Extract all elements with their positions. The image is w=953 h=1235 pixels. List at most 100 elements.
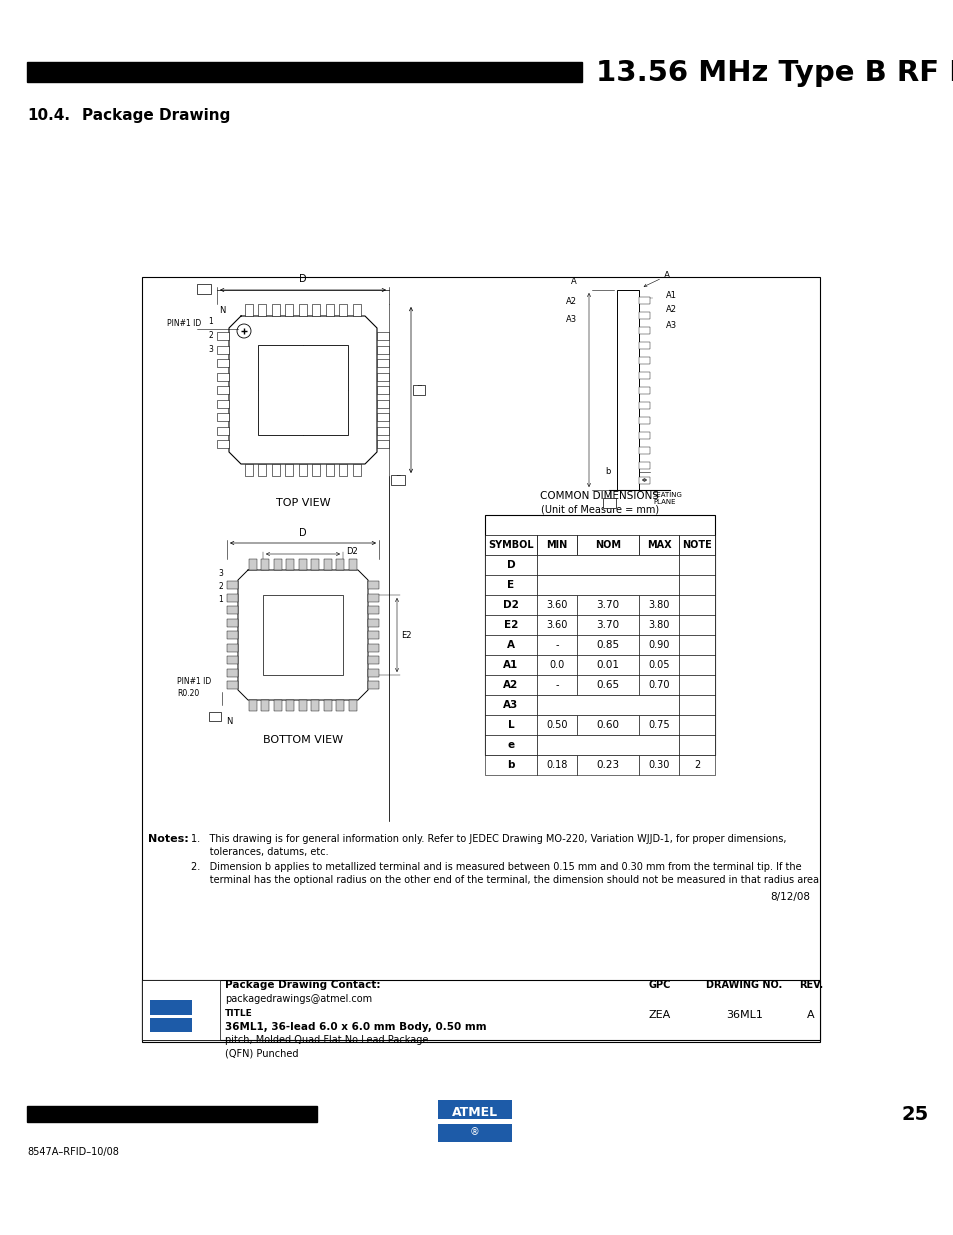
Bar: [617, 290, 639, 490]
Bar: [376, 387, 389, 394]
Bar: [679, 555, 714, 576]
Bar: [227, 619, 237, 626]
Bar: [336, 559, 344, 571]
Bar: [639, 735, 679, 755]
Text: 8/12/08: 8/12/08: [769, 892, 809, 902]
Text: 3.80: 3.80: [648, 600, 669, 610]
Bar: [376, 373, 389, 380]
Text: 6.00 BSC: 6.00 BSC: [584, 559, 631, 571]
Bar: [577, 595, 639, 615]
Text: b: b: [507, 760, 515, 769]
Bar: [484, 715, 537, 735]
Bar: [639, 555, 679, 576]
Bar: [537, 695, 679, 715]
Text: A3: A3: [665, 321, 677, 330]
Bar: [577, 576, 639, 595]
Text: 0.65: 0.65: [596, 680, 618, 690]
Text: D2: D2: [502, 600, 518, 610]
Bar: [639, 635, 679, 655]
Text: b: b: [605, 468, 610, 477]
Text: A3: A3: [503, 700, 518, 710]
Bar: [142, 981, 820, 1040]
Bar: [272, 304, 280, 316]
Bar: [261, 700, 269, 711]
Bar: [27, 62, 581, 82]
Text: 0.20 REF: 0.20 REF: [584, 700, 630, 710]
Bar: [216, 359, 229, 367]
Text: 3.80: 3.80: [648, 620, 669, 630]
Bar: [227, 668, 237, 677]
Bar: [216, 440, 229, 448]
Bar: [353, 464, 360, 475]
Bar: [639, 576, 679, 595]
Bar: [227, 580, 237, 589]
Text: ®: ®: [470, 1128, 479, 1137]
Bar: [263, 595, 343, 676]
Bar: [679, 615, 714, 635]
Text: A: A: [663, 272, 669, 280]
Bar: [577, 695, 639, 715]
Bar: [484, 676, 537, 695]
Text: 0.85: 0.85: [596, 640, 618, 650]
Bar: [376, 426, 389, 435]
Bar: [484, 655, 537, 676]
Bar: [349, 700, 356, 711]
Bar: [336, 700, 344, 711]
Text: GPC: GPC: [648, 981, 670, 990]
Bar: [298, 700, 307, 711]
Text: 2: 2: [218, 582, 223, 592]
Bar: [437, 1119, 512, 1124]
Text: E: E: [416, 385, 421, 394]
Text: D2: D2: [346, 547, 357, 557]
Bar: [227, 680, 237, 689]
Text: Package Drawing Contact:: Package Drawing Contact:: [225, 981, 380, 990]
Bar: [353, 304, 360, 316]
Bar: [577, 635, 639, 655]
Text: E: E: [507, 580, 514, 590]
Text: SIDE VIEW: SIDE VIEW: [598, 515, 657, 525]
Bar: [679, 576, 714, 595]
Text: 6.00 BSC: 6.00 BSC: [584, 580, 631, 590]
Bar: [142, 277, 820, 1042]
Text: 2.   Dimension b applies to metallized terminal and is measured between 0.15 mm : 2. Dimension b applies to metallized ter…: [191, 862, 801, 872]
Bar: [639, 535, 679, 555]
Text: packagedrawings@atmel.com: packagedrawings@atmel.com: [225, 994, 372, 1004]
Bar: [639, 676, 679, 695]
Bar: [286, 700, 294, 711]
Bar: [679, 535, 714, 555]
Bar: [339, 304, 347, 316]
Text: A3: A3: [565, 315, 577, 325]
Text: ATMEL: ATMEL: [156, 1004, 185, 1014]
Bar: [272, 464, 280, 475]
Bar: [639, 372, 649, 378]
Text: 0.30: 0.30: [648, 760, 669, 769]
Bar: [261, 559, 269, 571]
Bar: [249, 559, 256, 571]
Bar: [602, 498, 616, 508]
Bar: [679, 635, 714, 655]
Bar: [639, 655, 679, 676]
Text: 3.70: 3.70: [596, 600, 618, 610]
Bar: [227, 606, 237, 614]
Text: ZEA: ZEA: [648, 1010, 670, 1020]
Text: pitch, Molded Quad Flat No Lead Package: pitch, Molded Quad Flat No Lead Package: [225, 1035, 428, 1045]
Bar: [413, 385, 424, 395]
Bar: [368, 668, 378, 677]
Bar: [376, 346, 389, 353]
Text: TOP VIEW: TOP VIEW: [275, 498, 330, 508]
Text: A: A: [506, 640, 515, 650]
Bar: [274, 700, 282, 711]
Bar: [679, 715, 714, 735]
Text: 3: 3: [218, 569, 223, 578]
Bar: [437, 1100, 512, 1142]
Bar: [227, 631, 237, 638]
Bar: [577, 615, 639, 635]
Bar: [537, 655, 577, 676]
Bar: [285, 304, 294, 316]
Text: 3.60: 3.60: [546, 620, 567, 630]
Bar: [368, 656, 378, 664]
Text: 10.4.: 10.4.: [27, 107, 70, 124]
Bar: [368, 643, 378, 652]
Text: 3: 3: [208, 345, 213, 353]
Bar: [368, 580, 378, 589]
